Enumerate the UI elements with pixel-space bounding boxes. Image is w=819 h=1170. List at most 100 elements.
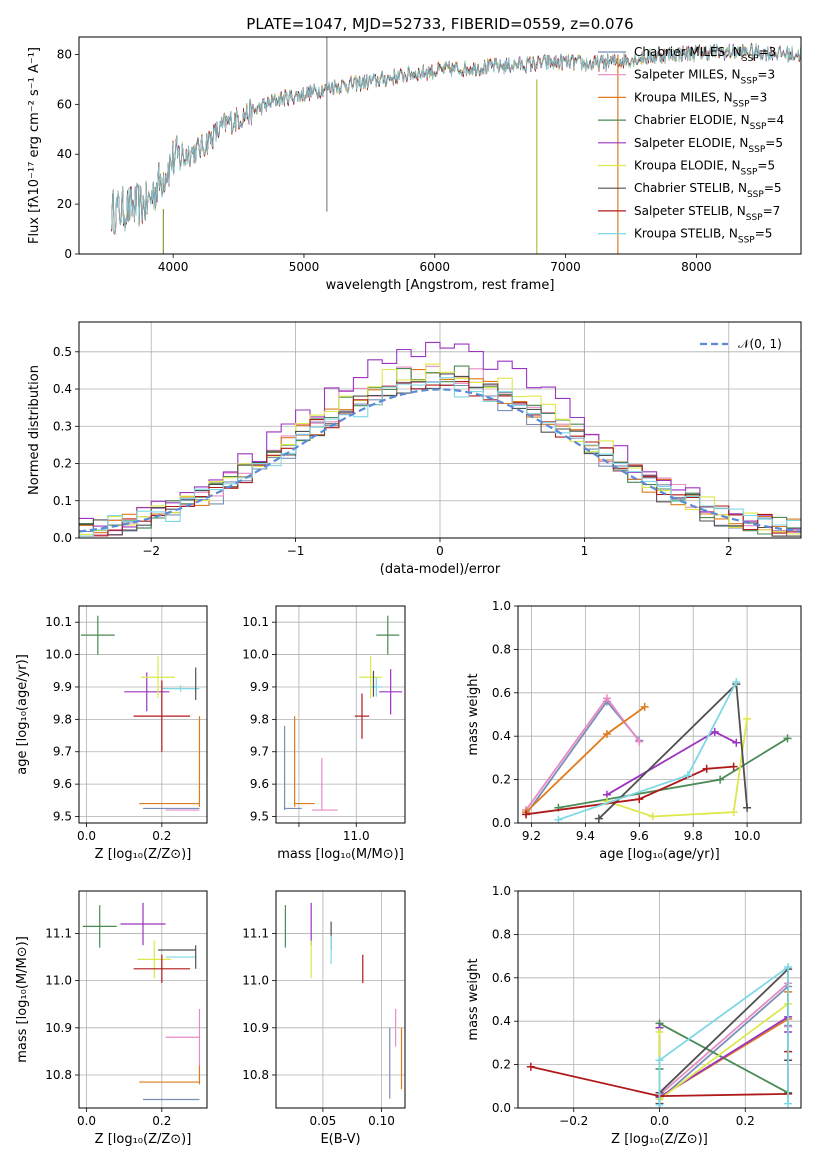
- weight-marker: [732, 738, 741, 747]
- weight-marker: [743, 803, 752, 812]
- y-tick-label: 11.1: [45, 926, 72, 940]
- axes-frame: [78, 36, 802, 255]
- legend-label: Kroupa STELIB, NSSP=5: [634, 227, 772, 246]
- x-tick-label: 0.0: [77, 1114, 96, 1128]
- x-axis-label: mass [log₁₀(M/M⊙)]: [277, 847, 404, 862]
- weight-marker: [602, 694, 611, 703]
- y-tick-label: 9.8: [250, 712, 269, 726]
- plot-area: [79, 322, 801, 538]
- y-tick-label: 9.6: [53, 777, 72, 791]
- weight-marker: [784, 1099, 793, 1108]
- weight-marker: [702, 764, 711, 773]
- y-axis-label: Flux [fλ10⁻¹⁷ erg cm⁻² s⁻¹ A⁻¹]: [27, 47, 42, 244]
- weight-marker: [655, 1056, 664, 1065]
- plot-area: [79, 891, 207, 1108]
- y-tick-label: 10.8: [45, 1068, 72, 1082]
- x-tick-label: 9.8: [684, 829, 703, 843]
- y-tick-label: 10.0: [242, 648, 269, 662]
- y-tick-label: 11.1: [242, 926, 269, 940]
- y-tick-label: 10.9: [242, 1021, 269, 1035]
- axes-frame: [517, 890, 802, 1109]
- y-axis-label: Normed distribution: [27, 365, 42, 495]
- y-axis-label: mass weight: [466, 958, 481, 1040]
- axes-frame: [275, 890, 406, 1109]
- weight-marker: [732, 677, 741, 686]
- x-tick-label: 7000: [550, 260, 581, 274]
- y-tick-label: 9.8: [53, 712, 72, 726]
- y-tick-label: 80: [57, 47, 72, 61]
- y-tick-label: 0.0: [492, 816, 511, 830]
- y-tick-label: 40: [57, 147, 72, 161]
- y-tick-label: 0.2: [492, 773, 511, 787]
- legend-label: Kroupa MILES, NSSP=3: [634, 90, 767, 109]
- weight-marker: [783, 734, 792, 743]
- y-tick-label: 0.6: [492, 971, 511, 985]
- x-tick-label: 9.6: [630, 829, 649, 843]
- y-tick-label: 0.8: [492, 927, 511, 941]
- x-tick-label: −1: [287, 544, 305, 558]
- weight-marker: [648, 812, 657, 821]
- y-tick-label: 60: [57, 97, 72, 111]
- weight-marker: [655, 1028, 664, 1037]
- y-tick-label: 0.4: [53, 382, 72, 396]
- histogram-kroupa-stelib: [79, 377, 801, 537]
- x-axis-label: age [log₁₀(age/yr)]: [599, 847, 720, 862]
- plot-area: [518, 891, 801, 1108]
- weight-line-salpeter-stelib: [525, 765, 734, 816]
- legend-label: Chabrier MILES, NSSP=3: [634, 45, 776, 64]
- weight-marker: [554, 815, 563, 823]
- y-tick-label: 0.5: [53, 345, 72, 359]
- y-tick-label: 10.0: [45, 648, 72, 662]
- y-tick-label: 9.7: [250, 745, 269, 759]
- y-tick-label: 1.0: [492, 884, 511, 898]
- panel-spectrum: 4000 5000 6000 7000 8000 0 20 40 60 80 wavelength …: [27, 36, 802, 293]
- y-tick-label: 20: [57, 197, 72, 211]
- panel-age_vs_Z: 0.0 0.2 9.5 9.6 9.7 9.8 9.9 10.0 10.1 Z [log₁₀(Z/…: [15, 605, 208, 862]
- legend-label: 𝒩(0, 1): [738, 337, 782, 351]
- x-axis-label: Z [log₁₀(Z/Z⊙)]: [95, 1132, 192, 1147]
- y-tick-label: 9.5: [250, 810, 269, 824]
- legend: Chabrier MILES, NSSP=3 Salpeter MILES, NS…: [598, 45, 784, 246]
- axes-frame: [78, 321, 802, 539]
- x-tick-label: −0.2: [559, 1114, 588, 1128]
- x-tick-label: 4000: [158, 260, 189, 274]
- y-tick-label: 9.9: [53, 680, 72, 694]
- y-tick-label: 1.0: [492, 599, 511, 613]
- y-tick-label: 11.0: [242, 974, 269, 988]
- x-axis-label: Z [log₁₀(Z/Z⊙)]: [611, 1132, 708, 1147]
- axes-frame: [78, 890, 208, 1109]
- weight-line-kroupa-elodie: [606, 718, 748, 818]
- plot-area: [79, 606, 207, 823]
- plot-area: [111, 37, 801, 254]
- x-tick-label: 2: [725, 544, 733, 558]
- weight-marker: [710, 727, 719, 736]
- weight-marker: [716, 775, 725, 784]
- y-tick-label: 0.3: [53, 419, 72, 433]
- weight-marker: [655, 1100, 664, 1108]
- legend-label: Salpeter MILES, NSSP=3: [634, 68, 775, 87]
- weight-marker: [526, 1062, 535, 1071]
- panel-mass_vs_Z: 0.0 0.2 10.8 10.9 11.0 11.1 Z [log₁₀(Z/Z⊙)] mas…: [15, 890, 208, 1147]
- y-tick-label: 9.7: [53, 745, 72, 759]
- weight-marker: [635, 737, 644, 746]
- weight-line-kroupa-stelib: [658, 965, 789, 1105]
- panel-age_vs_mass: 11.0 9.5 9.6 9.7 9.8 9.9 10.0 10.1 mass [log₁₀(M…: [242, 605, 406, 862]
- x-axis-label: (data-model)/error: [380, 562, 501, 577]
- weight-line-salpeter-miles: [658, 981, 789, 1096]
- legend-label: Salpeter ELODIE, NSSP=5: [634, 136, 783, 155]
- x-tick-label: 0.0: [77, 829, 96, 843]
- x-tick-label: 0.2: [152, 829, 171, 843]
- weight-marker: [635, 795, 644, 804]
- spectrum-line-kroupa-stelib: [111, 43, 801, 235]
- y-tick-label: 0.1: [53, 494, 72, 508]
- y-tick-label: 10.8: [242, 1068, 269, 1082]
- x-tick-label: 0: [436, 544, 444, 558]
- weight-marker: [743, 714, 752, 723]
- plot-area: [276, 606, 405, 823]
- axes-frame: [78, 605, 208, 824]
- panel-mass_vs_EBV: 0.05 0.10 10.8 10.9 11.0 11.1 E(B-V): [242, 890, 406, 1147]
- y-tick-label: 0.0: [492, 1101, 511, 1115]
- x-tick-label: 0.10: [368, 1114, 395, 1128]
- weight-marker: [594, 814, 603, 823]
